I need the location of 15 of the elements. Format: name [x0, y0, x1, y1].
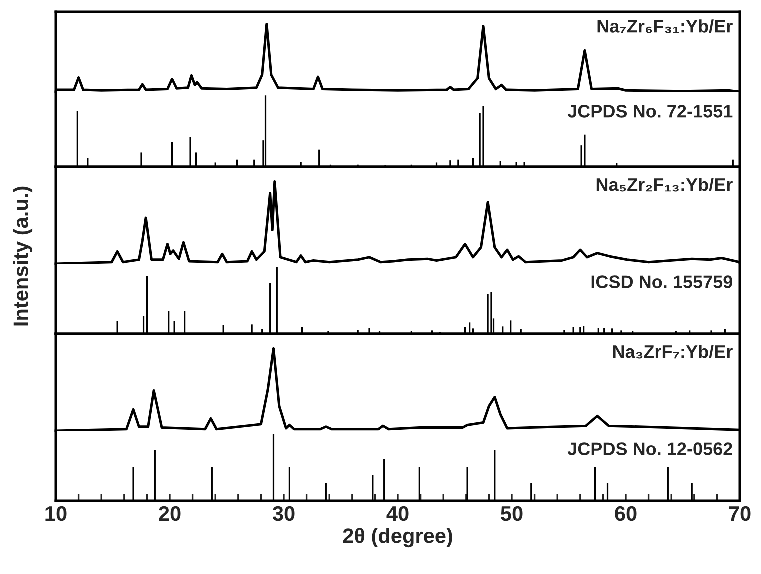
- x-tick-label: 50: [501, 506, 523, 522]
- annotation: JCPDS No. 12-0562: [568, 442, 732, 456]
- y-axis-title: Intensity (a.u.): [13, 186, 33, 326]
- annotation: Na₅Zr₂F₁₃:Yb/Er: [596, 178, 733, 192]
- annotation: ICSD No. 155759: [592, 276, 732, 288]
- x-tick-label: 10: [46, 506, 67, 522]
- annotation: Na₃ZrF₇:Yb/Er: [613, 344, 733, 359]
- x-tick-label: 40: [386, 506, 409, 522]
- annotation: Na₇Zr₆F₃₁:Yb/Er: [598, 20, 733, 34]
- annotation: JCPDS No. 72-1551: [568, 105, 733, 118]
- x-tick-label: 60: [615, 506, 637, 522]
- x-tick-label: 30: [272, 506, 295, 522]
- x-tick-label: 20: [159, 506, 181, 522]
- x-tick-label: 70: [729, 506, 751, 522]
- x-axis-title: 2θ (degree): [343, 528, 452, 548]
